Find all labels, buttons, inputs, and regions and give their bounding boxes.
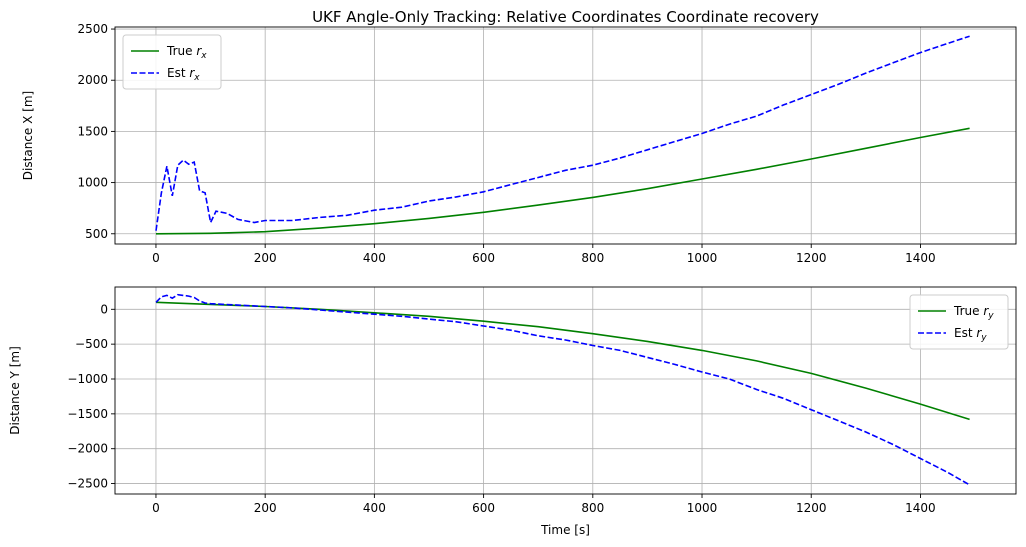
legend: True rx Est rx [122, 34, 222, 90]
y-axis-label: Distance Y [m] [8, 346, 22, 434]
x-tick-label: 1200 [796, 501, 827, 515]
x-tick-label: 0 [152, 251, 160, 265]
legend-label: True ry [953, 304, 994, 321]
legend-label: Est rx [167, 66, 200, 83]
x-tick-label: 200 [254, 501, 277, 515]
legend-label: True rx [166, 44, 207, 61]
x-tick-label: 1000 [687, 251, 718, 265]
axes-frame [114, 286, 1017, 495]
x-tick-label: 400 [363, 251, 386, 265]
top-axes: 0 200 400 600 800 1000 1200 1400 500 1000 1500 2000… [21, 22, 1017, 265]
y-tick-label: −2500 [67, 477, 108, 491]
y-tick-label: 0 [100, 302, 108, 316]
axes-frame [114, 26, 1017, 245]
legend: True ry Est ry [909, 294, 1009, 350]
x-tick-label: 600 [472, 501, 495, 515]
x-tick-label: 800 [581, 501, 604, 515]
est-series-line [155, 35, 970, 231]
x-tick-label: 1400 [905, 251, 936, 265]
y-tick-label: 1500 [77, 124, 108, 138]
y-tick-label: 1000 [77, 176, 108, 190]
x-tick-label: 800 [581, 251, 604, 265]
x-tick-label: 600 [472, 251, 495, 265]
legend-label: Est ry [954, 326, 987, 343]
bottom-axes: 0 200 400 600 800 1000 1200 1400 0 −500 −1000 −1500… [8, 286, 1017, 537]
x-tick-label: 0 [152, 501, 160, 515]
x-tick-label: 200 [254, 251, 277, 265]
chart-title: UKF Angle-Only Tracking: Relative Coordi… [312, 8, 819, 26]
y-tick-label: −1000 [67, 372, 108, 386]
true-series-line [155, 127, 970, 235]
y-axis-label: Distance X [m] [21, 91, 35, 180]
x-tick-label: 1000 [687, 501, 718, 515]
est-series-line [155, 293, 970, 486]
x-tick-label: 400 [363, 501, 386, 515]
y-tick-label: 2500 [77, 22, 108, 36]
x-tick-label: 1200 [796, 251, 827, 265]
y-tick-label: −2000 [67, 442, 108, 456]
legend-box [122, 34, 222, 90]
x-axis-label: Time [s] [540, 523, 590, 537]
true-series-line [155, 301, 970, 421]
legend-box [909, 294, 1009, 350]
y-tick-label: 2000 [77, 73, 108, 87]
y-tick-label: 500 [85, 227, 108, 241]
x-tick-label: 1400 [905, 501, 936, 515]
y-tick-label: −1500 [67, 407, 108, 421]
y-tick-label: −500 [75, 337, 108, 351]
